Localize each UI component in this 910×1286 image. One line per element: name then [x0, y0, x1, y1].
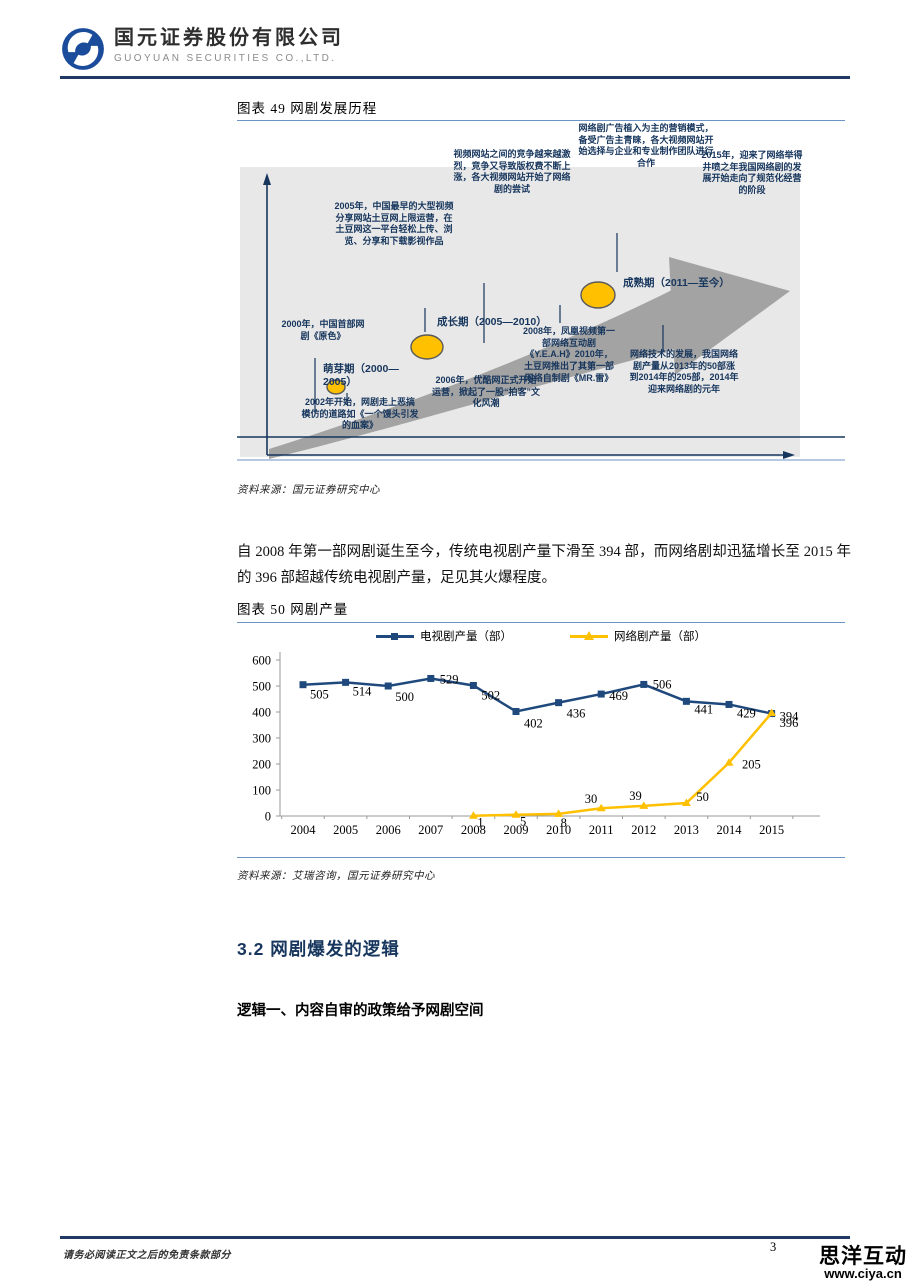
guoyuan-logo-icon: [62, 28, 104, 70]
footer-disclaimer: 请务必阅读正文之后的免责条款部分: [63, 1250, 231, 1261]
svg-text:402: 402: [524, 716, 543, 730]
annotation-2002-parody: 2002年开始，网剧走上恶搞模仿的道路如《一个馒头引发的血案》: [301, 397, 419, 431]
svg-text:441: 441: [694, 702, 713, 716]
figure49-title-underline: [237, 120, 845, 121]
section-heading: 3.2 网剧爆发的逻辑: [237, 939, 400, 959]
figure50-source: 资料来源：艾瑞咨询，国元证券研究中心: [237, 871, 435, 882]
annotation-2015-boom: 2015年，迎来了网络举得井喷之年我国网络剧的发展开始走向了规范化经营的阶段: [701, 150, 803, 196]
svg-text:2010: 2010: [546, 823, 571, 837]
svg-text:505: 505: [310, 688, 329, 702]
svg-text:396: 396: [780, 716, 799, 730]
svg-text:506: 506: [653, 677, 672, 691]
figure50-title: 图表 50 网剧产量: [237, 602, 349, 617]
svg-text:2014: 2014: [717, 823, 743, 837]
legend-label-web: 网络剧产量（部）: [614, 631, 706, 643]
svg-text:436: 436: [567, 707, 586, 721]
figure50-production-chart: 电视剧产量（部） 网络剧产量（部） 0 100 200 300 400 500 600 200…: [237, 626, 845, 856]
annotation-ad-model: 网络剧广告植入为主的营销模式，备受广告主青睐，各大视频网站开始选择与企业和专业制…: [578, 123, 714, 169]
svg-text:39: 39: [629, 789, 642, 803]
figure50-bottom-border: [237, 857, 845, 858]
company-name-en: GUOYUAN SECURITIES CO.,LTD.: [114, 53, 337, 64]
stage-label-growth: 成长期（2005—2010）: [437, 316, 547, 328]
web-series-marker-icon: [570, 630, 608, 640]
tv-series-marker-icon: [376, 632, 414, 640]
stage-label-mature: 成熟期（2011—至今）: [623, 277, 730, 289]
legend-label-tv: 电视剧产量（部）: [420, 631, 512, 643]
company-name-cn: 国元证券股份有限公司: [114, 27, 344, 49]
svg-text:529: 529: [440, 672, 459, 686]
legend-item-tv: 电视剧产量（部）: [376, 628, 512, 644]
svg-text:2009: 2009: [504, 823, 529, 837]
svg-text:394: 394: [780, 710, 800, 724]
svg-text:500: 500: [252, 680, 271, 694]
watermark: 思洋互动 www.ciya.cn: [819, 1246, 907, 1281]
legend-item-web: 网络剧产量（部）: [570, 628, 706, 644]
svg-text:2012: 2012: [631, 823, 656, 837]
watermark-url: www.ciya.cn: [824, 1266, 902, 1282]
svg-text:2008: 2008: [461, 823, 486, 837]
svg-text:5: 5: [520, 815, 526, 829]
svg-text:1: 1: [477, 816, 483, 830]
production-chart-svg: 0 100 200 300 400 500 600 2004 2005 2006 2007 2008 2…: [252, 652, 820, 837]
page-number: 3: [770, 1240, 777, 1254]
svg-text:2006: 2006: [376, 823, 401, 837]
svg-text:429: 429: [737, 706, 756, 720]
svg-text:50: 50: [696, 790, 709, 804]
svg-text:2011: 2011: [589, 823, 614, 837]
figure49-title: 图表 49 网剧发展历程: [237, 101, 378, 116]
svg-text:514: 514: [353, 684, 373, 698]
annotation-2006-youku: 2006年，优酷网正式开始运营，掀起了一股“拍客”文化风潮: [431, 375, 540, 409]
svg-text:2005: 2005: [333, 823, 358, 837]
svg-text:600: 600: [252, 654, 271, 668]
annotation-2005-tudou: 2005年，中国最早的大型视频分享网站土豆网上限运营，在土豆网这一平台轻松上传、…: [334, 201, 454, 247]
svg-text:2004: 2004: [291, 823, 317, 837]
annotation-2008-yeah: 2008年，凤凰视频第一部网络互动剧《Y.E.A.H》2010年，土豆网推出了其…: [522, 326, 616, 383]
watermark-name: 思洋互动: [819, 1245, 907, 1268]
svg-text:205: 205: [742, 758, 761, 772]
svg-text:30: 30: [585, 792, 598, 806]
svg-text:100: 100: [252, 784, 271, 798]
footer-divider: [60, 1236, 850, 1239]
svg-text:300: 300: [252, 732, 271, 746]
svg-text:2013: 2013: [674, 823, 699, 837]
logic-statement: 逻辑一、内容自审的政策给予网剧空间: [237, 1003, 484, 1019]
annotation-competition: 视频网站之间的竞争越来越激烈，竞争又导致版权费不断上涨，各大视频网站开始了网络剧…: [453, 149, 571, 195]
figure50-title-underline: [237, 622, 845, 623]
chart-legend: 电视剧产量（部） 网络剧产量（部）: [237, 628, 845, 644]
svg-text:200: 200: [252, 758, 271, 772]
svg-text:469: 469: [609, 689, 628, 703]
svg-text:502: 502: [481, 688, 500, 702]
timeline-arrow-graphic: [237, 167, 845, 461]
header-divider: [60, 76, 850, 79]
annotation-2000-first: 2000年，中国首部网剧《原色》: [281, 319, 365, 341]
stage-label-sprout: 萌芽期（2000—2005）: [323, 363, 399, 389]
svg-text:8: 8: [561, 816, 567, 830]
figure49-timeline-diagram: 2005年，中国最早的大型视频分享网站土豆网上限运营，在土豆网这一平台轻松上传、…: [237, 123, 845, 468]
figure49-source: 资料来源：国元证券研究中心: [237, 485, 380, 496]
svg-text:0: 0: [265, 810, 271, 824]
body-paragraph: 自 2008 年第一部网剧诞生至今，传统电视剧产量下滑至 394 部，而网络剧却…: [237, 543, 851, 587]
svg-text:2007: 2007: [418, 823, 443, 837]
svg-text:2015: 2015: [759, 823, 784, 837]
annotation-tech-growth: 网络技术的发展，我国网络剧产量从2013年的50部涨到2014年的205部，20…: [629, 349, 739, 395]
svg-text:500: 500: [395, 690, 414, 704]
svg-text:400: 400: [252, 706, 271, 720]
company-logo: 国元证券股份有限公司 GUOYUAN SECURITIES CO.,LTD.: [60, 26, 344, 72]
